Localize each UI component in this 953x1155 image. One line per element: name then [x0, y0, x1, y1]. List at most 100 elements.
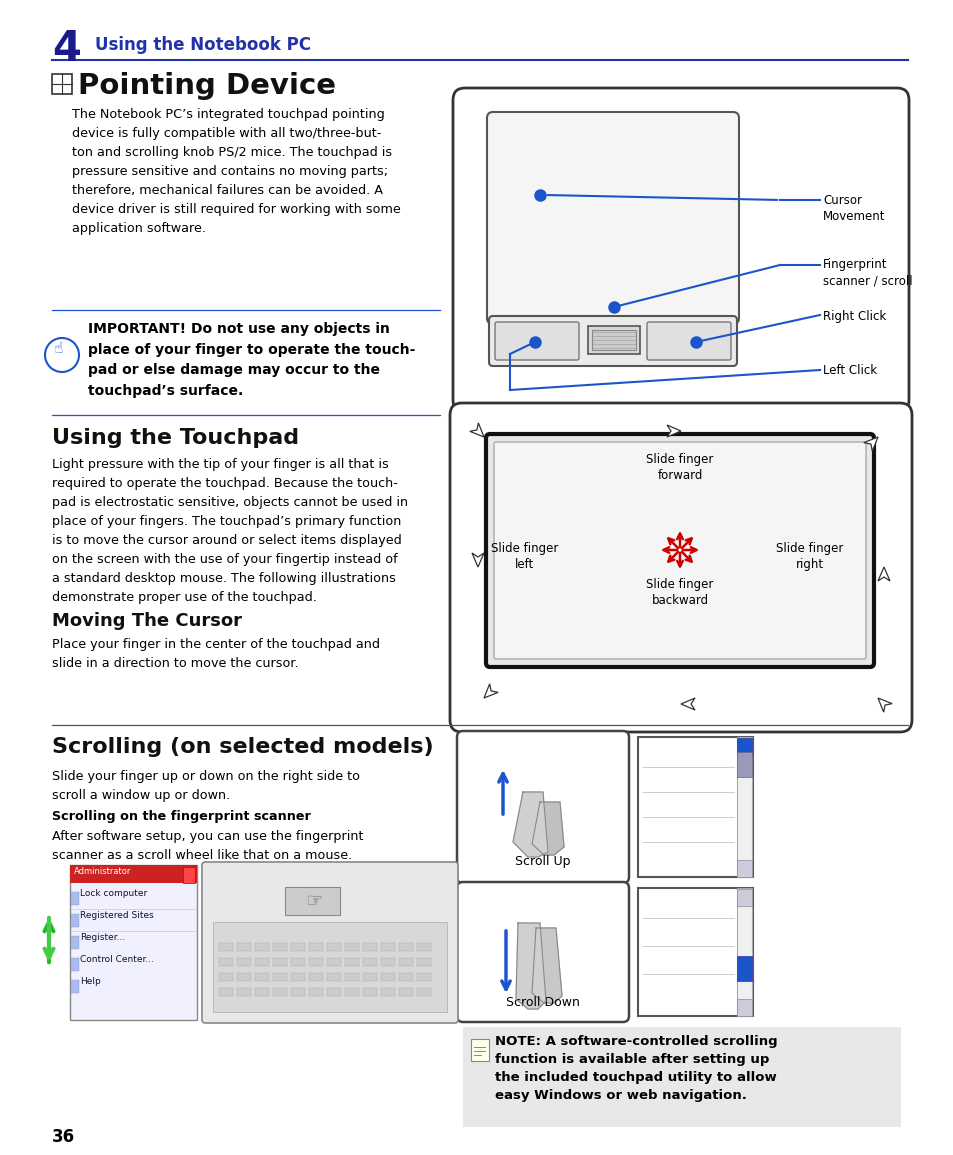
Polygon shape [863, 437, 877, 452]
FancyBboxPatch shape [202, 862, 457, 1023]
Bar [236, 942, 251, 951]
Bar [285, 887, 339, 915]
Text: ☞: ☞ [305, 892, 322, 911]
Bar [254, 973, 269, 981]
Text: Help: Help [80, 977, 101, 986]
Polygon shape [470, 423, 483, 437]
Bar [183, 867, 194, 884]
Bar [327, 973, 340, 981]
Polygon shape [516, 923, 545, 1009]
Text: Control Center...: Control Center... [80, 955, 153, 964]
Bar [52, 74, 71, 94]
Bar [345, 973, 358, 981]
Bar [71, 914, 79, 927]
FancyBboxPatch shape [453, 88, 908, 412]
Bar [327, 957, 340, 966]
Bar [71, 957, 79, 971]
Bar [71, 936, 79, 949]
Bar [309, 942, 323, 951]
Bar [219, 942, 233, 951]
Text: Slide finger
forward: Slide finger forward [645, 453, 713, 482]
FancyBboxPatch shape [486, 112, 739, 325]
Polygon shape [483, 684, 497, 698]
Bar [380, 973, 395, 981]
Bar [398, 988, 413, 996]
Text: Moving The Cursor: Moving The Cursor [52, 612, 242, 629]
Text: Scroll Up: Scroll Up [515, 855, 570, 869]
Text: ☝: ☝ [54, 341, 63, 356]
Text: Scrolling on the fingerprint scanner: Scrolling on the fingerprint scanner [52, 810, 311, 824]
Bar [345, 957, 358, 966]
Text: Administrator: Administrator [74, 867, 132, 875]
Bar [236, 988, 251, 996]
Polygon shape [877, 698, 891, 713]
Bar [213, 922, 447, 1012]
Text: Registered Sites: Registered Sites [80, 911, 153, 921]
Text: Slide finger
left: Slide finger left [491, 542, 558, 571]
FancyBboxPatch shape [485, 434, 873, 666]
FancyBboxPatch shape [456, 882, 628, 1022]
Bar [291, 942, 305, 951]
Bar [291, 988, 305, 996]
Bar [416, 957, 431, 966]
Bar [70, 865, 196, 884]
Text: NOTE: A software-controlled scrolling
function is available after setting up
the: NOTE: A software-controlled scrolling fu… [495, 1035, 777, 1102]
Bar [380, 988, 395, 996]
Polygon shape [472, 553, 483, 567]
FancyBboxPatch shape [587, 326, 639, 353]
Bar [737, 737, 751, 877]
Text: Right Click: Right Click [822, 310, 885, 323]
Bar [309, 957, 323, 966]
Bar [327, 942, 340, 951]
Text: Fingerprint
scanner / scroll: Fingerprint scanner / scroll [822, 258, 912, 288]
Bar [380, 957, 395, 966]
FancyBboxPatch shape [646, 322, 730, 360]
Bar [71, 892, 79, 906]
Text: Slide finger
backward: Slide finger backward [645, 578, 713, 608]
Bar [273, 973, 287, 981]
Bar [254, 957, 269, 966]
Bar [219, 988, 233, 996]
Text: Scrolling (on selected models): Scrolling (on selected models) [52, 737, 434, 757]
Bar [416, 988, 431, 996]
Bar [254, 942, 269, 951]
Bar [71, 979, 79, 993]
FancyBboxPatch shape [70, 865, 196, 1020]
Text: IMPORTANT! Do not use any objects in
place of your finger to operate the touch-
: IMPORTANT! Do not use any objects in pla… [88, 322, 415, 397]
Text: Scroll Down: Scroll Down [505, 996, 579, 1009]
Text: After software setup, you can use the fingerprint
scanner as a scroll wheel like: After software setup, you can use the fi… [52, 830, 363, 862]
Bar [638, 737, 752, 877]
Bar [219, 957, 233, 966]
Bar [398, 942, 413, 951]
Bar [416, 942, 431, 951]
Text: Lock computer: Lock computer [80, 889, 147, 897]
Bar [327, 988, 340, 996]
Text: Using the Touchpad: Using the Touchpad [52, 429, 299, 448]
Bar [363, 957, 376, 966]
Text: The Notebook PC’s integrated touchpad pointing
device is fully compatible with a: The Notebook PC’s integrated touchpad po… [71, 109, 400, 234]
Bar [737, 889, 751, 906]
Text: Left Click: Left Click [822, 364, 876, 377]
Bar [398, 973, 413, 981]
Text: Place your finger in the center of the touchpad and
slide in a direction to move: Place your finger in the center of the t… [52, 638, 379, 670]
Bar [236, 973, 251, 981]
Bar [345, 942, 358, 951]
Text: Light pressure with the tip of your finger is all that is
required to operate th: Light pressure with the tip of your fing… [52, 459, 408, 604]
Polygon shape [532, 802, 563, 855]
Bar [363, 988, 376, 996]
FancyBboxPatch shape [489, 316, 737, 366]
Bar [638, 888, 752, 1016]
Bar [737, 738, 751, 755]
Bar [273, 957, 287, 966]
Polygon shape [666, 425, 680, 437]
FancyBboxPatch shape [494, 442, 865, 660]
Text: 36: 36 [52, 1128, 75, 1146]
FancyBboxPatch shape [456, 731, 628, 884]
Text: Using the Notebook PC: Using the Notebook PC [95, 36, 311, 54]
Bar [291, 957, 305, 966]
Text: Cursor
Movement: Cursor Movement [822, 194, 884, 224]
Bar [309, 988, 323, 996]
FancyBboxPatch shape [495, 322, 578, 360]
Bar [363, 942, 376, 951]
Bar [737, 860, 751, 877]
